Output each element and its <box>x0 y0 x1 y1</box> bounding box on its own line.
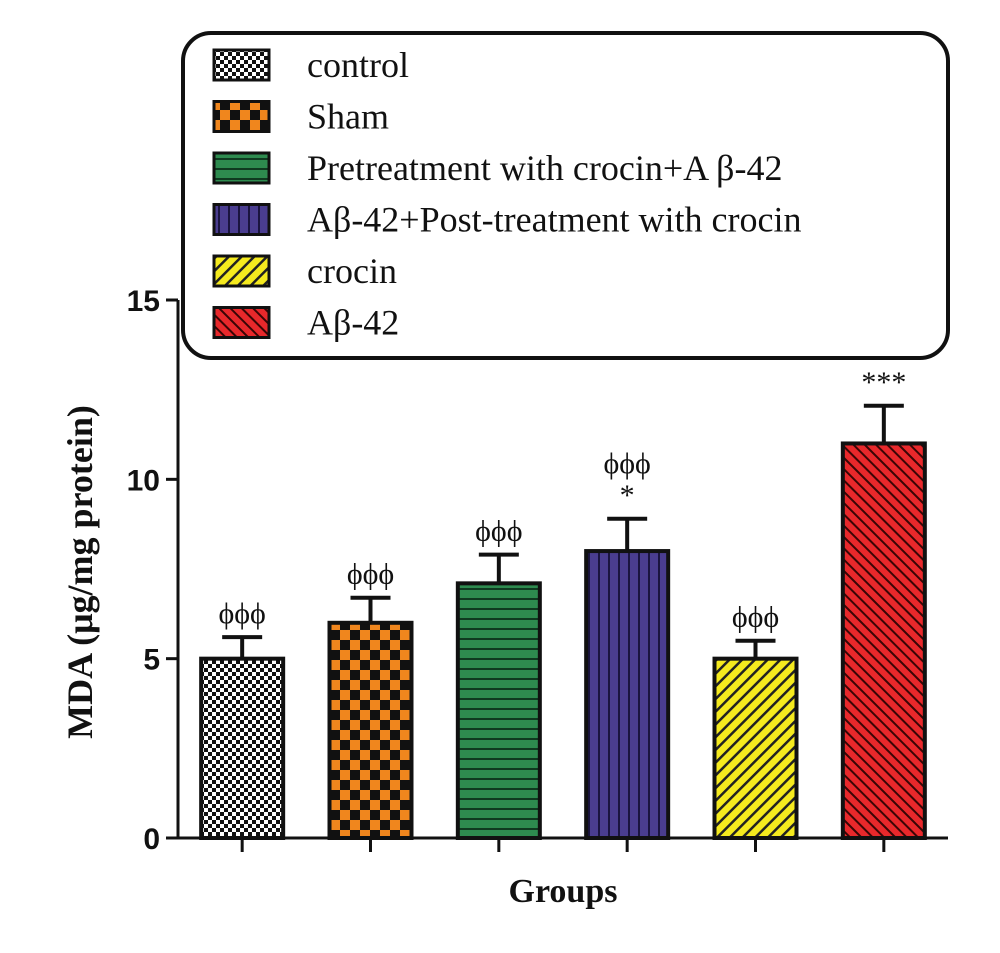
significance-label: *** <box>861 366 906 399</box>
legend: control Sham Pretreatment with crocin+A β-… <box>181 31 950 360</box>
legend-label-0: control <box>307 45 409 85</box>
significance-label: ϕϕϕ <box>732 601 779 634</box>
y-tick-label: 10 <box>127 464 160 497</box>
y-tick-label: 15 <box>127 285 160 318</box>
bar-5 <box>840 441 927 840</box>
bar-2 <box>455 581 542 841</box>
legend-swatch-3 <box>212 203 271 236</box>
legend-label-1: Sham <box>307 97 389 137</box>
legend-label-5: Aβ-42 <box>307 303 399 343</box>
significance-label: ϕϕϕ <box>218 597 265 630</box>
bar-3 <box>584 549 671 840</box>
y-tick-label: 0 <box>143 823 160 856</box>
legend-swatch-1 <box>212 100 271 133</box>
legend-swatch-4 <box>212 254 271 288</box>
bar-1 <box>327 620 414 840</box>
significance-label: ϕϕϕ <box>347 558 394 591</box>
x-axis-ticks <box>240 838 886 852</box>
legend-swatch-2 <box>212 151 271 185</box>
y-tick-label: 5 <box>143 644 160 677</box>
bar-0 <box>199 656 286 841</box>
bar-4 <box>712 656 799 841</box>
legend-box <box>181 31 950 360</box>
legend-label-3: Aβ-42+Post-treatment with crocin <box>307 200 802 240</box>
legend-label-4: crocin <box>307 251 397 291</box>
significance-label: ϕϕϕ <box>475 515 522 548</box>
y-axis-ticks: 0 5 10 15 <box>127 285 178 856</box>
legend-swatch-0 <box>212 48 271 82</box>
significance-label: * <box>620 479 635 512</box>
y-axis-label: MDA (μg/mg protein) <box>60 405 100 739</box>
significance-label: ϕϕϕ <box>603 447 650 480</box>
legend-label-2: Pretreatment with crocin+A β-42 <box>307 148 783 188</box>
legend-swatch-5 <box>212 306 271 339</box>
x-axis-label: Groups <box>509 873 618 910</box>
